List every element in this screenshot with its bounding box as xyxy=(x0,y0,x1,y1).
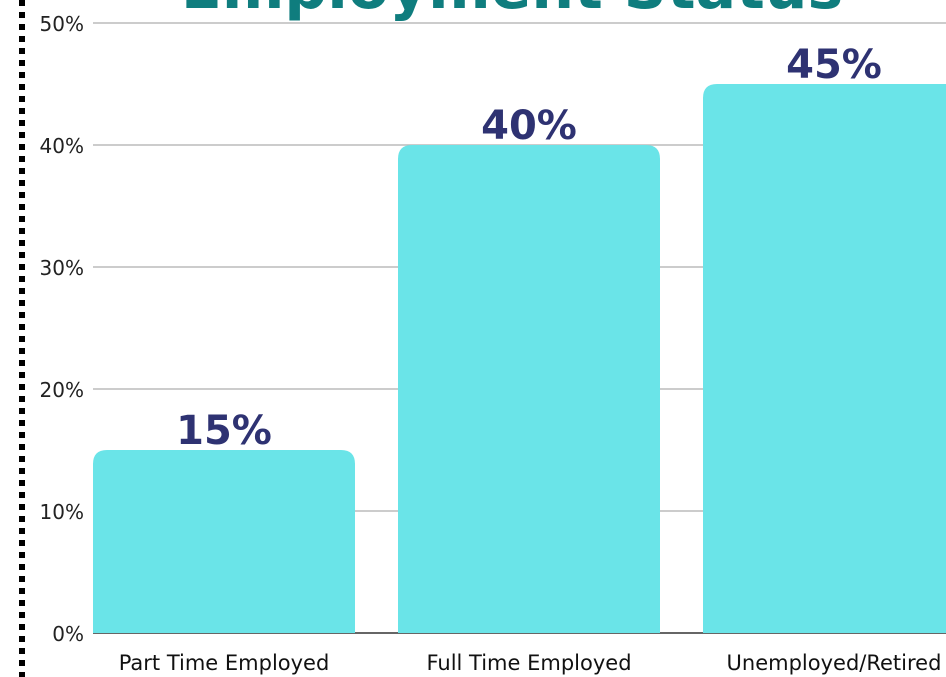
y-tick-label: 40% xyxy=(40,134,84,158)
y-tick-label: 50% xyxy=(40,12,84,36)
bar xyxy=(703,84,946,633)
value-label: 45% xyxy=(786,42,882,88)
value-label: 40% xyxy=(481,103,577,149)
x-tick-label: Unemployed/Retired xyxy=(727,651,942,675)
bar xyxy=(398,145,660,633)
bar xyxy=(93,450,355,633)
x-tick-label: Full Time Employed xyxy=(426,651,631,675)
y-tick-label: 20% xyxy=(40,378,84,402)
y-tick-label: 10% xyxy=(40,500,84,524)
y-tick-label: 30% xyxy=(40,256,84,280)
value-label: 15% xyxy=(176,408,272,454)
y-tick-label: 0% xyxy=(52,622,84,646)
chart-title: Employment Status xyxy=(181,0,843,23)
x-tick-label: Part Time Employed xyxy=(119,651,330,675)
